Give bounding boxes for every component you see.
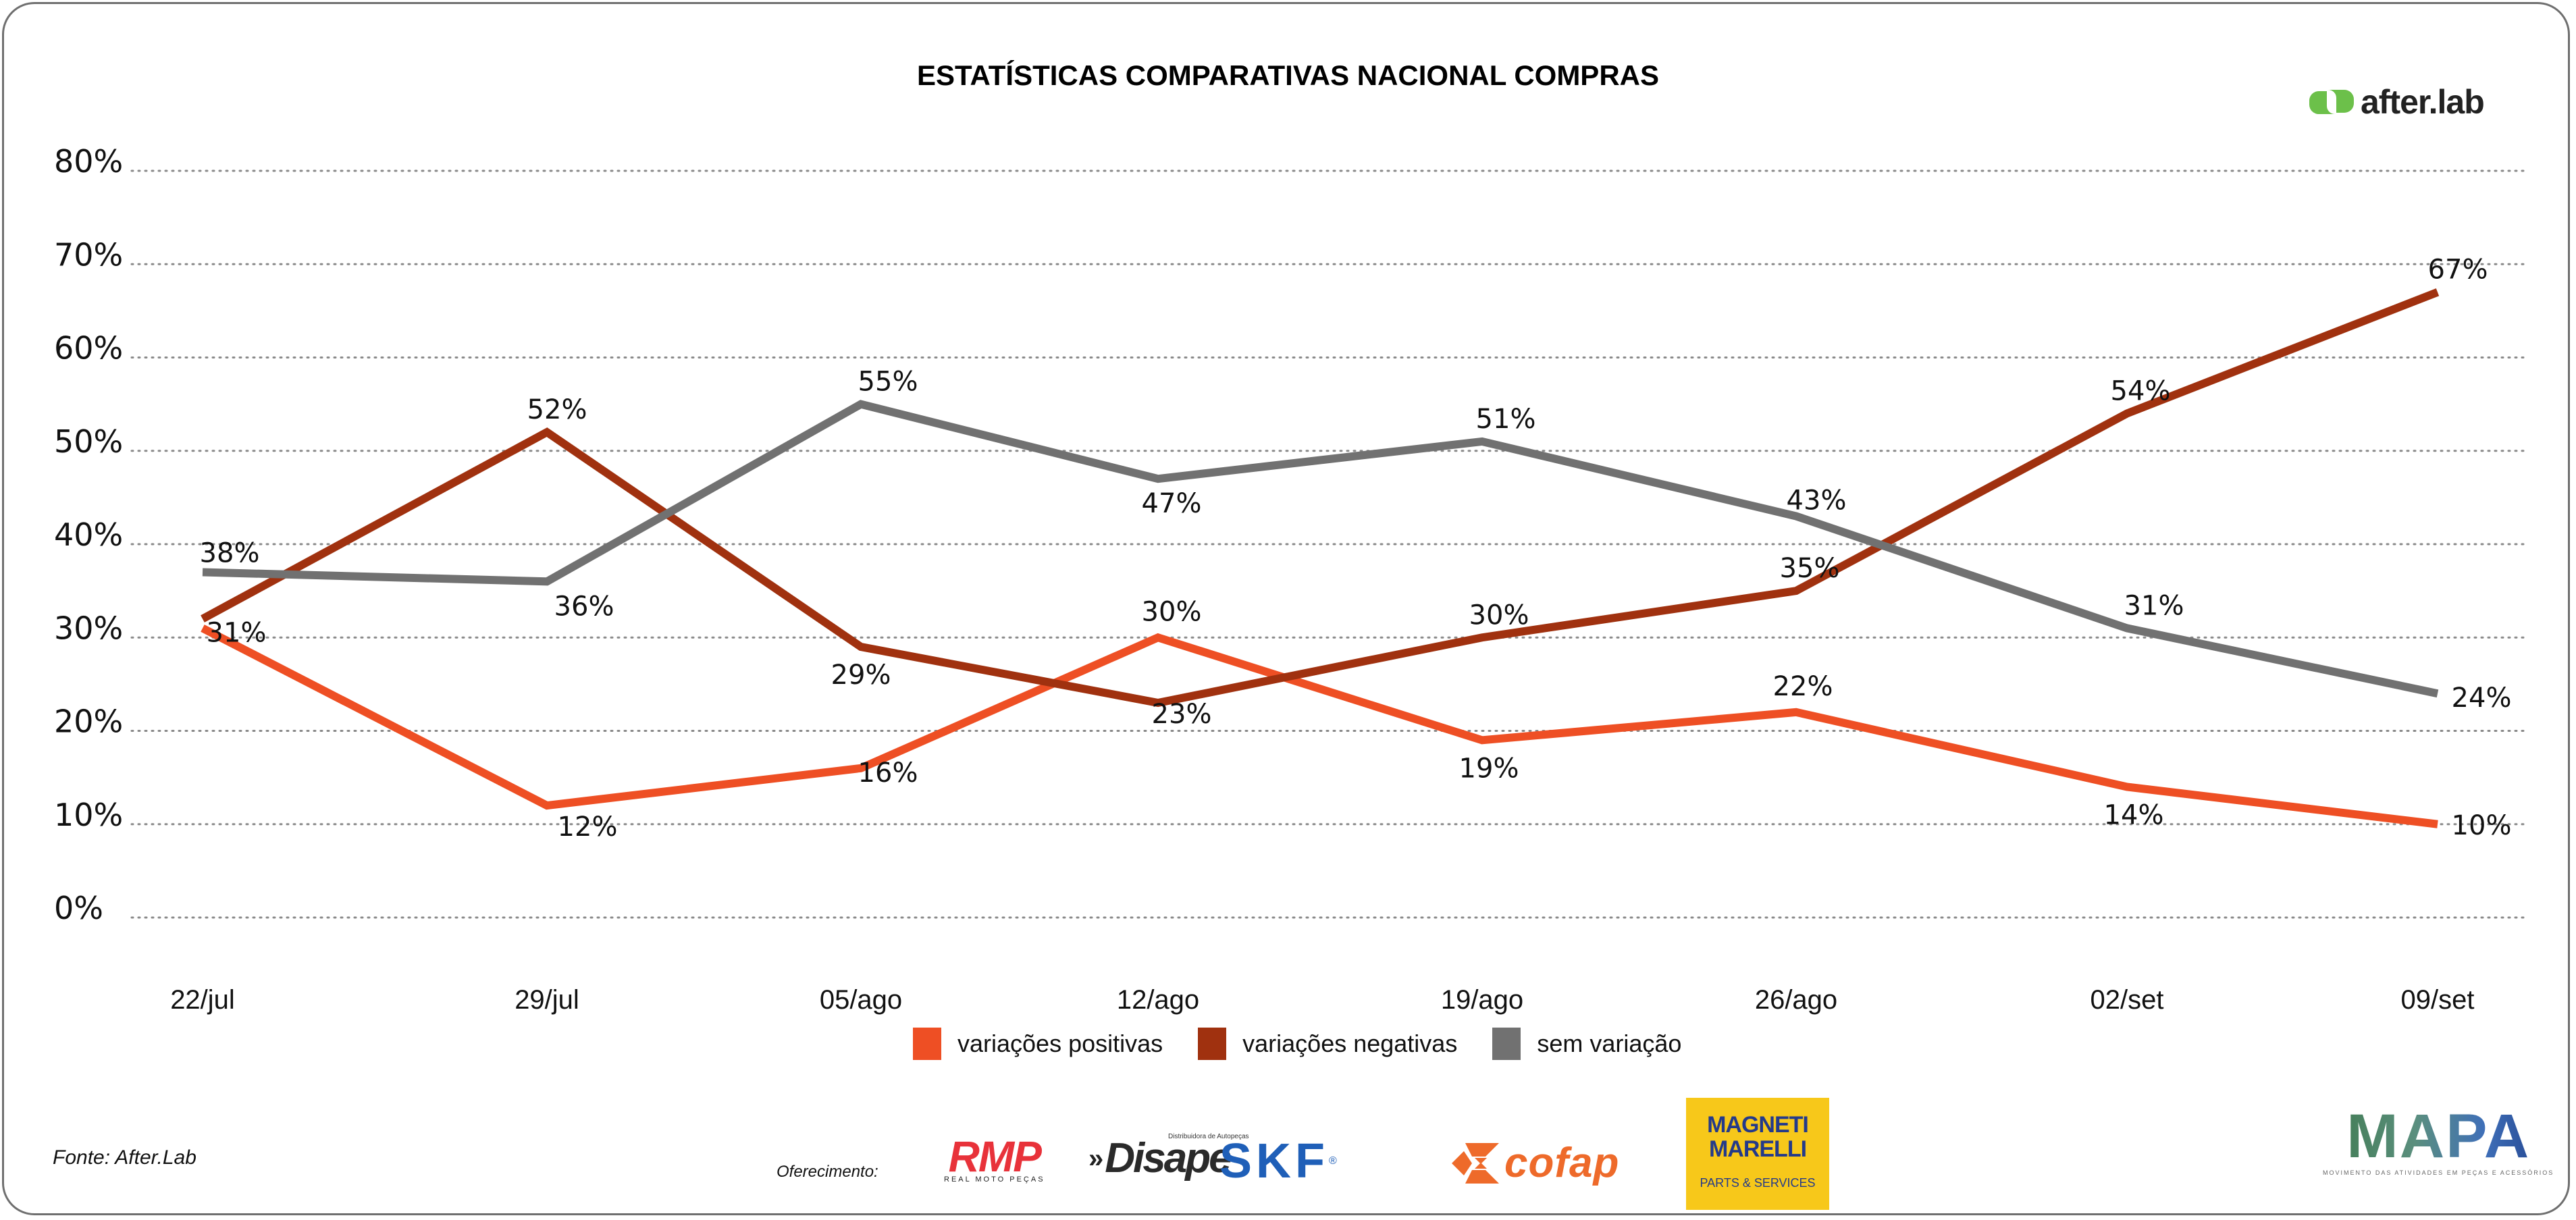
skf-logo: SKF® <box>1219 1137 1337 1186</box>
data-label-negative: 30% <box>1469 600 1529 631</box>
legend-item-positive: variações positivas <box>913 1028 1163 1060</box>
source-note: Fonte: After.Lab <box>53 1146 196 1169</box>
legend-swatch-positive <box>913 1028 941 1060</box>
disape-logo-text: Disape <box>1105 1135 1232 1182</box>
cofap-logo: cofap <box>1452 1140 1620 1186</box>
magneti-logo-line2: MARELLI <box>1708 1136 1807 1162</box>
x-axis-ticks: 22/jul 29/jul 05/ago 12/ago 19/ago 26/ago 02/s… <box>170 985 2474 1015</box>
series-line-neutral <box>202 400 2439 698</box>
data-label-neutral: 31% <box>2124 590 2184 621</box>
series-line-positive <box>201 625 2438 828</box>
y-tick-label: 60% <box>54 330 123 367</box>
x-tick-label: 26/ago <box>1755 985 1837 1015</box>
disape-logo: » Disape Distribuidora de Autopeças <box>1088 1133 1249 1182</box>
data-label-positive: 16% <box>858 758 918 789</box>
legend-label-positive: variações positivas <box>957 1030 1163 1057</box>
data-label-positive: 12% <box>558 812 618 843</box>
data-label-neutral: 38% <box>200 537 260 568</box>
data-label-neutral: 51% <box>1476 404 1536 435</box>
data-label-negative: 35% <box>1780 553 1840 584</box>
cofap-logo-text: cofap <box>1504 1140 1620 1186</box>
data-label-positive: 14% <box>2104 799 2164 830</box>
x-tick-label: 02/set <box>2091 985 2164 1015</box>
data-label-neutral: 36% <box>554 591 614 622</box>
legend-swatch-neutral <box>1492 1028 1521 1060</box>
x-tick-label: 19/ago <box>1441 985 1523 1015</box>
magneti-logo-line1: MAGNETI <box>1707 1112 1809 1138</box>
y-tick-label: 50% <box>54 423 123 460</box>
afterlab-mark-icon <box>2309 90 2354 114</box>
registered-icon: ® <box>1329 1155 1337 1167</box>
legend-item-negative: variações negativas <box>1198 1028 1457 1060</box>
skf-logo-text: SKF <box>1219 1134 1329 1188</box>
series-line-negative <box>201 288 2440 708</box>
data-label-positive: 31% <box>207 617 267 648</box>
data-label-positive: 10% <box>2452 810 2512 841</box>
y-tick-label: 0% <box>54 890 103 926</box>
data-label-positive: 22% <box>1773 671 1833 702</box>
y-tick-label: 70% <box>54 236 123 273</box>
afterlab-logo-text: after.lab <box>2361 83 2485 121</box>
data-label-positive: 19% <box>1459 753 1519 784</box>
data-label-negative: 67% <box>2428 255 2488 286</box>
sponsor-label: Oferecimento: <box>777 1163 878 1181</box>
rmp-logo-text: RMP <box>948 1132 1042 1181</box>
mapa-logo: MAPA MOVIMENTO DAS ATIVIDADES EM PEÇAS E… <box>2323 1105 2554 1176</box>
disape-chevron-icon: » <box>1088 1144 1104 1173</box>
y-tick-label: 20% <box>54 704 123 740</box>
data-labels: 31% 12% 16% 30% 19% 22% 14% 10% 52% 29% 23% 30% 35% 5… <box>200 255 2512 843</box>
legend-swatch-negative <box>1198 1028 1227 1060</box>
x-tick-label: 12/ago <box>1117 985 1199 1015</box>
chart-title: ESTATÍSTICAS COMPARATIVAS NACIONAL COMPR… <box>916 59 1659 91</box>
x-tick-label: 29/jul <box>515 985 579 1015</box>
mapa-logo-text: MAPA <box>2323 1105 2554 1167</box>
series-lines <box>201 288 2440 828</box>
disape-logo-subtext: Distribuidora de Autopeças <box>1168 1133 1249 1140</box>
chart-legend: variações positivas variações negativas … <box>913 1028 1716 1060</box>
magneti-marelli-logo: MAGNETI MARELLI PARTS & SERVICES <box>1686 1098 1829 1210</box>
y-axis-ticks: 0% 10% 20% 30% 40% 50% 60% 70% 80% <box>54 143 123 926</box>
data-label-negative: 29% <box>831 660 891 691</box>
rmp-logo: RMP REAL MOTO PEÇAS <box>944 1132 1045 1184</box>
y-tick-label: 40% <box>54 516 123 553</box>
legend-item-neutral: sem variação <box>1492 1028 1681 1060</box>
data-label-neutral: 43% <box>1787 485 1847 516</box>
y-tick-label: 30% <box>54 610 123 646</box>
data-label-positive: 30% <box>1142 596 1202 627</box>
data-label-negative: 52% <box>527 394 587 425</box>
y-tick-label: 10% <box>54 797 123 833</box>
data-label-negative: 54% <box>2111 375 2171 406</box>
legend-label-negative: variações negativas <box>1242 1030 1458 1057</box>
legend-label-neutral: sem variação <box>1537 1030 1682 1057</box>
mapa-logo-subtext: MOVIMENTO DAS ATIVIDADES EM PEÇAS E ACES… <box>2323 1169 2554 1176</box>
data-label-negative: 23% <box>1152 699 1212 730</box>
data-label-neutral: 47% <box>1142 488 1202 519</box>
cofap-mark-icon <box>1452 1143 1499 1184</box>
x-tick-label: 05/ago <box>820 985 902 1015</box>
magneti-logo-subtext: PARTS & SERVICES <box>1700 1176 1816 1190</box>
x-tick-label: 22/jul <box>170 985 235 1015</box>
afterlab-logo: after.lab <box>2309 82 2485 122</box>
y-tick-label: 80% <box>54 143 123 180</box>
data-label-neutral: 55% <box>858 367 918 398</box>
data-label-neutral: 24% <box>2452 683 2512 714</box>
grid-lines <box>130 169 2525 919</box>
rmp-logo-subtext: REAL MOTO PEÇAS <box>944 1175 1045 1184</box>
x-tick-label: 09/set <box>2401 985 2475 1015</box>
